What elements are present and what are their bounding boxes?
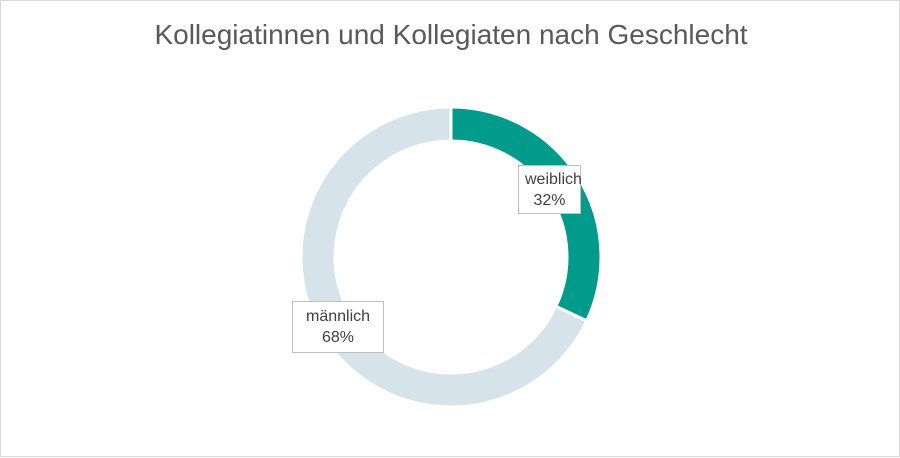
- slice-name-weiblich: weiblich: [525, 171, 582, 188]
- chart-title: Kollegiatinnen und Kollegiaten nach Gesc…: [154, 19, 748, 50]
- data-label-maennlich: männlich 68%: [292, 301, 384, 353]
- slice-percent-weiblich: 32%: [533, 192, 566, 209]
- slice-name-maennlich: männlich: [305, 308, 371, 325]
- slice-percent-maennlich: 68%: [321, 329, 355, 346]
- donut-slice-maennlich: [299, 105, 589, 409]
- data-label-weiblich: weiblich 32%: [518, 165, 582, 214]
